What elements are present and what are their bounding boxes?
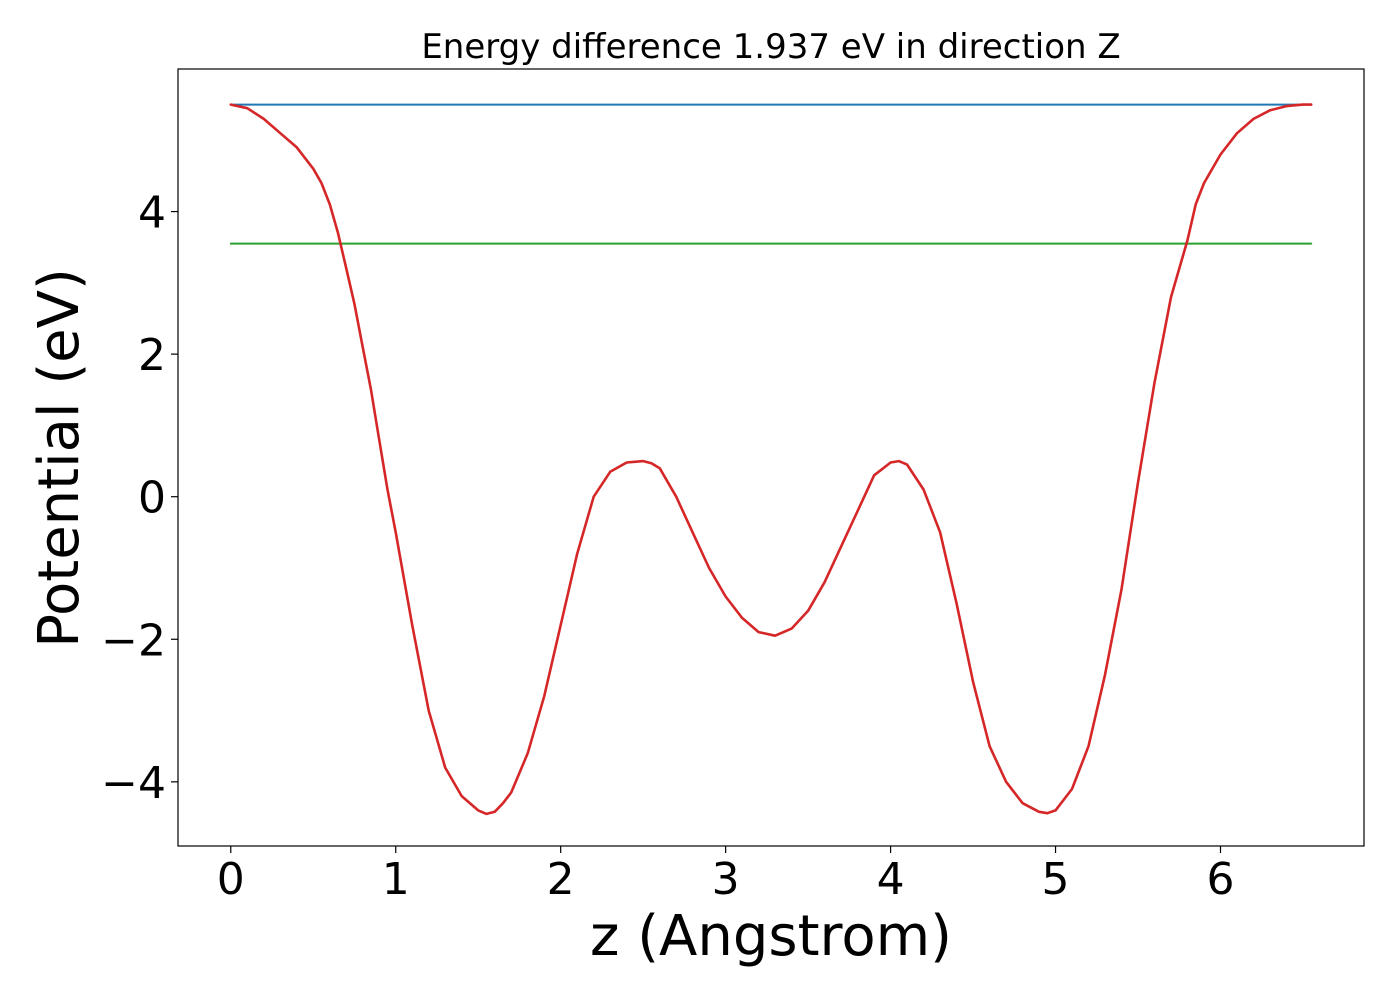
x-tick-label: 4 xyxy=(877,854,905,905)
x-tick-label: 3 xyxy=(712,854,740,905)
y-tick-label: −2 xyxy=(101,615,166,666)
x-tick-label: 0 xyxy=(217,854,245,905)
potential-curve-line xyxy=(229,103,1313,816)
x-axis-label: z (Angstrom) xyxy=(590,904,952,969)
x-tick-label: 5 xyxy=(1042,854,1070,905)
y-axis-label: Potential (eV) xyxy=(27,268,92,648)
series-layer xyxy=(229,103,1313,816)
x-tick-label: 1 xyxy=(382,854,410,905)
y-tick-label: −4 xyxy=(101,758,166,809)
chart-title: Energy difference 1.937 eV in direction … xyxy=(421,27,1120,67)
x-tick-label: 6 xyxy=(1206,854,1234,905)
plot-frame xyxy=(177,68,1365,847)
x-tick-label: 2 xyxy=(547,854,575,905)
y-tick-label: 2 xyxy=(138,330,166,381)
ticks-layer: 0 1 2 3 4 5 6 −4 −2 0 2 4 xyxy=(101,188,1234,905)
y-tick-label: 4 xyxy=(138,188,166,239)
y-tick-label: 0 xyxy=(138,473,166,524)
